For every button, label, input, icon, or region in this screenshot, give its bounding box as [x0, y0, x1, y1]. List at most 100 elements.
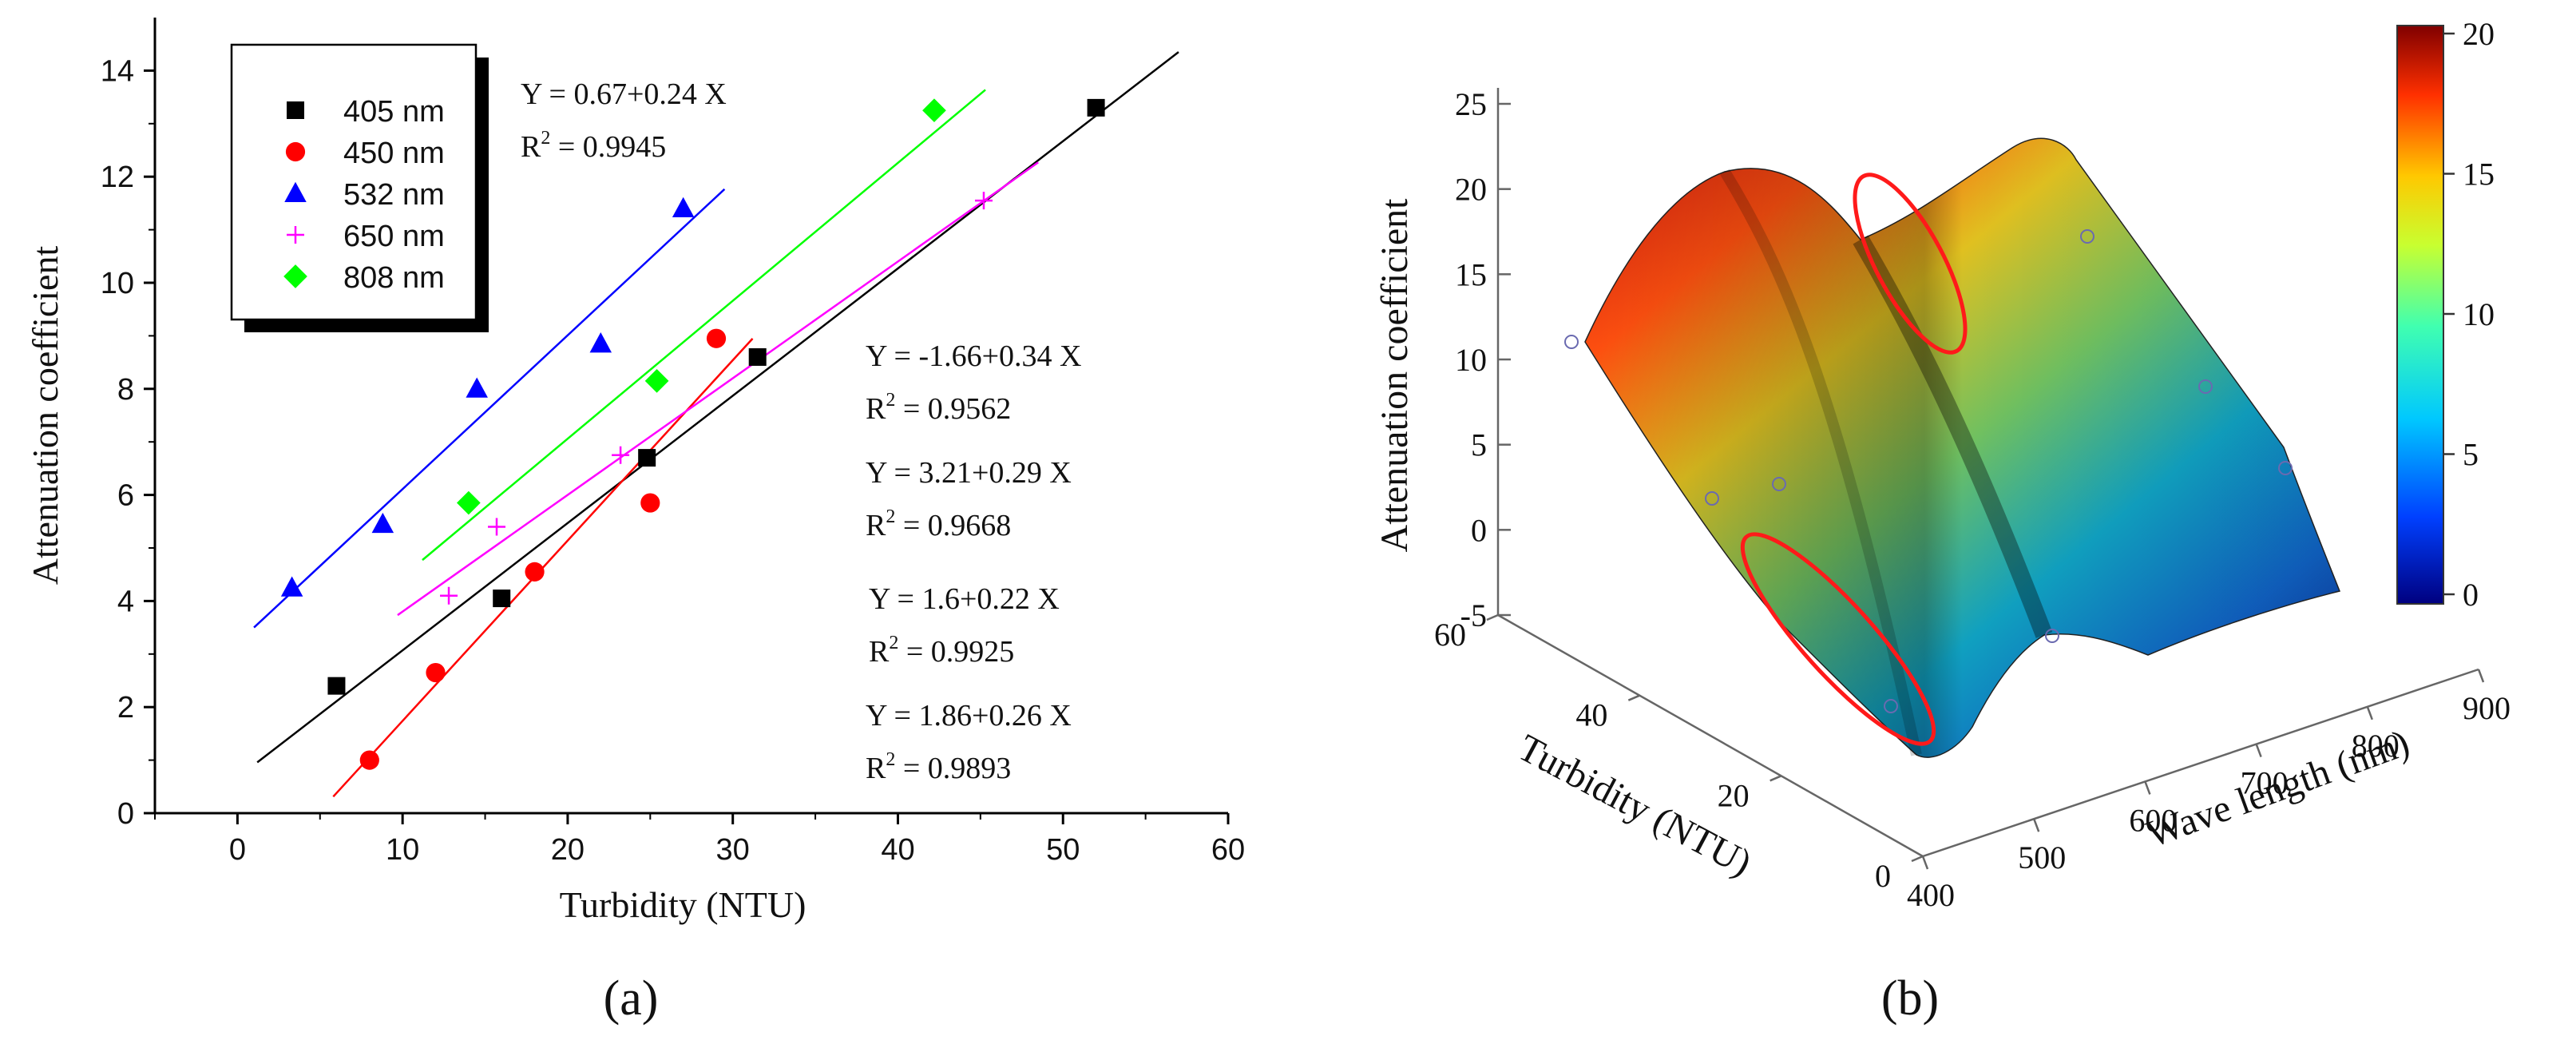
a-legend-label: 650 nm — [343, 220, 445, 253]
b-data-marker — [2198, 379, 2213, 394]
b-turbidity-tick — [1770, 775, 1782, 782]
b-data-marker — [1564, 335, 1579, 349]
a-point-450-nm — [706, 328, 727, 348]
a-y-tick-label: 2 — [117, 691, 134, 725]
b-surface-ridge-shadow — [1853, 235, 2053, 638]
a-annotation-equation: Y = 1.6+0.22 X — [869, 582, 1060, 616]
b-turbidity-tick-label: 20 — [1718, 777, 1750, 813]
a-x-tick-label: 40 — [881, 833, 914, 867]
a-x-tick-label: 10 — [386, 833, 419, 867]
a-legend-marker — [285, 141, 306, 162]
b-data-marker — [2045, 629, 2059, 643]
a-legend-box — [230, 43, 478, 321]
b-wavelength-tick-label: 600 — [2129, 802, 2177, 838]
a-annotation-equation: Y = 1.86+0.26 X — [866, 699, 1072, 732]
a-y-tick-label: 6 — [117, 479, 134, 513]
a-x-axis-label: Turbidity (NTU) — [560, 884, 806, 925]
b-highlight-ellipse-lower — [1740, 532, 1936, 746]
a-point-450-nm — [426, 662, 446, 683]
b-z-tick-label: 10 — [1455, 342, 1487, 378]
a-legend-label: 532 nm — [343, 178, 445, 212]
b-colorbar-gradient — [2396, 25, 2444, 605]
a-annotation-r2: R2 = 0.9562 — [866, 390, 1011, 426]
a-point-405-nm — [327, 677, 346, 695]
b-highlight-ellipse-upper — [1853, 173, 1968, 355]
b-surface — [1564, 137, 2341, 758]
panel-label-a: (a) — [604, 971, 659, 1026]
a-point-405-nm — [493, 590, 511, 608]
a-point-405-nm — [748, 347, 767, 366]
a-data-points — [280, 98, 1105, 770]
b-colorbar-tick-label: 10 — [2463, 296, 2495, 332]
a-y-tick-label: 10 — [101, 267, 134, 300]
a-point-808-nm — [457, 490, 481, 515]
a-point-450-nm — [525, 562, 545, 582]
a-annotation-equation: Y = -1.66+0.34 X — [866, 339, 1082, 373]
b-colorbar-tick-label: 0 — [2463, 577, 2479, 613]
a-y-tick-label: 8 — [117, 373, 134, 407]
b-turbidity-tick — [1486, 613, 1499, 621]
a-regression-annotations: Y = 0.67+0.24 X R2 = 0.9945 Y = -1.66+0.34… — [521, 77, 1082, 785]
a-annotation-equation: Y = 0.67+0.24 X — [521, 77, 727, 111]
b-colorbar-tick-label: 15 — [2463, 157, 2495, 193]
b-wavelength-tick — [2255, 744, 2262, 758]
b-data-marker — [1705, 491, 1719, 506]
b-z-tick-label: 20 — [1455, 172, 1487, 208]
a-point-532-nm — [589, 332, 612, 353]
a-x-tick-label: 60 — [1211, 833, 1245, 867]
a-legend-marker — [287, 226, 304, 244]
a-y-tick-label: 4 — [117, 585, 134, 618]
a-point-808-nm — [644, 368, 669, 393]
a-point-650-nm — [440, 586, 458, 605]
b-turbidity-tick-label: 0 — [1875, 858, 1891, 894]
a-x-tick-label: 0 — [229, 833, 246, 867]
a-fit-lines — [253, 51, 1179, 798]
a-point-532-nm — [371, 512, 394, 534]
b-tick-marks: -5 0 5 10 15 20 25 0 20 40 60 400 500 600 700 800 900 — [1434, 86, 2511, 913]
b-z-tick-label: 25 — [1455, 86, 1487, 122]
b-data-marker — [1884, 699, 1898, 713]
a-tick-marks: 0 10 20 30 40 50 60 0 2 4 6 8 10 12 14 — [101, 54, 1245, 867]
b-turbidity-tick — [1911, 855, 1924, 863]
a-y-tick-label: 12 — [101, 161, 134, 194]
a-annotation-r2: R2 = 0.9925 — [869, 633, 1014, 669]
b-wavelength-tick — [2144, 780, 2151, 795]
b-colorbar-tick-label: 20 — [2463, 16, 2495, 52]
b-z-axis-label: Attenuation coefficient — [1373, 198, 1416, 553]
b-wavelength-tick-label: 700 — [2241, 765, 2289, 801]
a-annotation-r2: R2 = 0.9945 — [521, 128, 666, 164]
a-x-tick-label: 30 — [716, 833, 750, 867]
b-data-marker — [2278, 461, 2293, 475]
a-point-405-nm — [1087, 98, 1105, 117]
b-z-tick-label: -5 — [1460, 597, 1487, 633]
b-wavelength-tick — [2366, 706, 2373, 721]
b-wavelength-tick-label: 800 — [2352, 728, 2400, 764]
panel-b-3d-surface-chart: -5 0 5 10 15 20 25 0 20 40 60 400 500 600 700 800 900 0 5… — [1373, 16, 2511, 1026]
b-colorbar-tick-label: 5 — [2463, 437, 2479, 473]
a-legend: 405 nm 450 nm 532 nm 650 nm 808 nm — [230, 43, 489, 332]
a-annotation-r2: R2 = 0.9893 — [866, 749, 1011, 785]
a-point-532-nm — [672, 197, 695, 218]
a-annotation-r2: R2 = 0.9668 — [866, 506, 1011, 542]
panel-a-scatter-chart: 0 10 20 30 40 50 60 0 2 4 6 8 10 12 14 Turbidity (NTU)… — [25, 18, 1245, 1026]
a-point-650-nm — [612, 446, 630, 464]
b-data-marker — [1772, 477, 1786, 491]
b-wavelength-axis-line — [1922, 668, 2479, 858]
b-wavelength-tick — [2033, 818, 2040, 832]
a-x-tick-label: 50 — [1046, 833, 1080, 867]
a-legend-marker — [283, 264, 307, 288]
b-surface-shading — [1585, 138, 2340, 758]
a-point-650-nm — [488, 518, 506, 536]
a-point-450-nm — [359, 750, 379, 770]
b-data-marker — [2080, 229, 2094, 244]
a-fit-line-532-nm — [253, 188, 726, 629]
a-point-532-nm — [280, 576, 303, 597]
a-point-532-nm — [466, 377, 488, 398]
a-legend-items: 405 nm 450 nm 532 nm 650 nm 808 nm — [283, 95, 445, 295]
a-point-650-nm — [974, 192, 993, 210]
b-colorbar: 0 5 10 15 20 — [2396, 16, 2495, 613]
a-point-808-nm — [922, 98, 946, 123]
b-surface-crest — [1720, 169, 1922, 756]
a-legend-label: 808 nm — [343, 261, 445, 295]
